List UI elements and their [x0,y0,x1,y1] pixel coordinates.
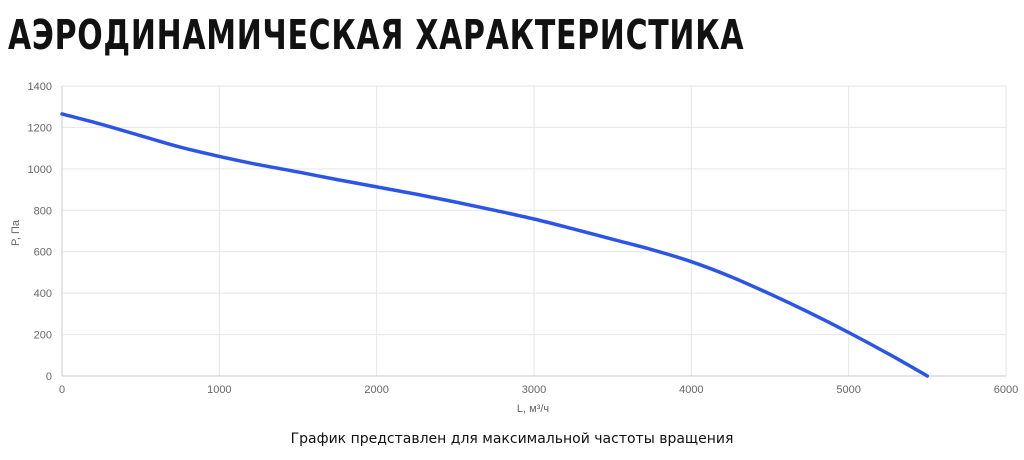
chart-svg: 0 1000 2000 3000 4000 5000 6000 0 200 400 600 800 10… [10,81,1019,415]
y-tick-label-1200: 1200 [28,122,52,134]
y-tick-label-600: 600 [34,247,52,259]
y-tick-label-400: 400 [34,288,52,300]
x-axis-label: L, м³/ч [517,403,549,415]
grid [61,85,1007,377]
x-tick-label-5000: 5000 [836,384,860,396]
page-title: АЭРОДИНАМИЧЕСКАЯ ХАРАКТЕРИСТИКА [8,11,745,59]
x-tick-label-2000: 2000 [364,384,388,396]
y-tick-label-200: 200 [34,330,52,342]
x-tick-label-0: 0 [59,384,65,396]
x-tick-label-6000: 6000 [994,384,1018,396]
y-tick-label-1400: 1400 [28,81,52,93]
series [60,112,930,378]
x-tick-label-3000: 3000 [522,384,546,396]
y-tick-label-0: 0 [46,371,52,383]
y-axis-label: P, Па [10,219,22,246]
x-tick-label-4000: 4000 [679,384,703,396]
series-line-0 [60,112,930,378]
y-tick-label-800: 800 [34,205,52,217]
x-tick-label-1000: 1000 [207,384,231,396]
pressure-flow-chart: 0 1000 2000 3000 4000 5000 6000 0 200 400 600 800 10… [0,70,1024,420]
y-tick-label-1000: 1000 [28,164,52,176]
chart-footnote: График представлен для максимальной част… [290,431,734,447]
tick-labels: 0 1000 2000 3000 4000 5000 6000 0 200 400 600 800 10… [28,81,1019,396]
